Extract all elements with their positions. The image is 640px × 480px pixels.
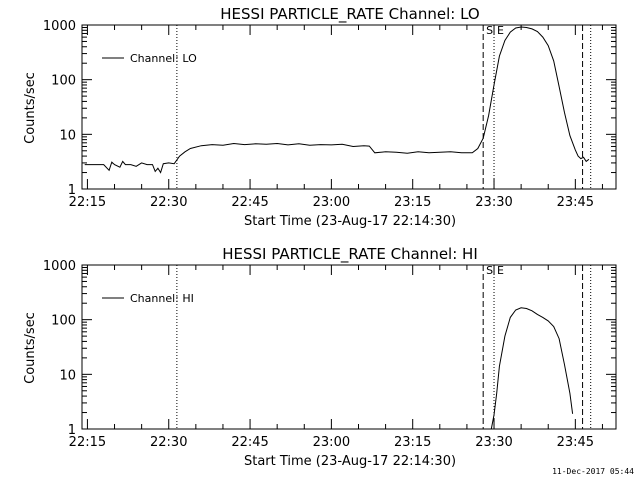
x-tick-label: 23:30 [475, 435, 512, 450]
series-line [84, 26, 590, 174]
y-tick-label: 100 [51, 314, 76, 329]
x-tick-label: 23:15 [394, 435, 431, 450]
y-axis-label: Counts/sec [23, 312, 38, 384]
event-marker-label: S [486, 264, 493, 277]
legend-entry: Channel: LO [130, 52, 197, 65]
y-tick-label: 10 [59, 368, 76, 383]
x-tick-label: 22:15 [69, 435, 106, 450]
event-marker-label: S [486, 24, 493, 37]
footer-timestamp: 11-Dec-2017 05:44 [552, 467, 634, 476]
x-tick-label: 22:15 [69, 195, 106, 210]
chart-panel-hi: HESSI PARTICLE_RATE Channel: HI Start Ti… [23, 245, 617, 469]
x-tick-label: 23:00 [313, 195, 350, 210]
event-marker-label: E [497, 24, 504, 37]
x-axis-label: Start Time (23-Aug-17 22:14:30) [244, 454, 456, 469]
legend-entry: Channel: HI [130, 292, 194, 305]
x-axis-label: Start Time (23-Aug-17 22:14:30) [244, 214, 456, 229]
plot-frame [81, 264, 617, 430]
y-tick-label: 1 [68, 423, 76, 438]
x-tick-label: 22:30 [150, 435, 187, 450]
y-tick-label: 100 [51, 74, 76, 89]
x-tick-label: 22:45 [231, 195, 268, 210]
y-tick-label: 1 [68, 183, 76, 198]
chart-panel-lo: HESSI PARTICLE_RATE Channel: LO Start Ti… [23, 5, 617, 229]
event-marker-label: E [497, 264, 504, 277]
y-tick-label: 10 [59, 128, 76, 143]
y-tick-label: 1000 [43, 19, 76, 34]
series-line [490, 307, 574, 430]
x-tick-label: 22:45 [231, 435, 268, 450]
x-tick-label: 22:30 [150, 195, 187, 210]
x-tick-label: 23:15 [394, 195, 431, 210]
x-tick-label: 23:30 [475, 195, 512, 210]
chart-title: HESSI PARTICLE_RATE Channel: LO [220, 5, 479, 24]
x-tick-label: 23:00 [313, 435, 350, 450]
x-tick-label: 23:45 [557, 195, 594, 210]
chart-title: HESSI PARTICLE_RATE Channel: HI [222, 245, 478, 264]
x-tick-label: 23:45 [557, 435, 594, 450]
y-tick-label: 1000 [43, 259, 76, 274]
plot-frame [81, 24, 617, 190]
y-axis-label: Counts/sec [23, 72, 38, 144]
